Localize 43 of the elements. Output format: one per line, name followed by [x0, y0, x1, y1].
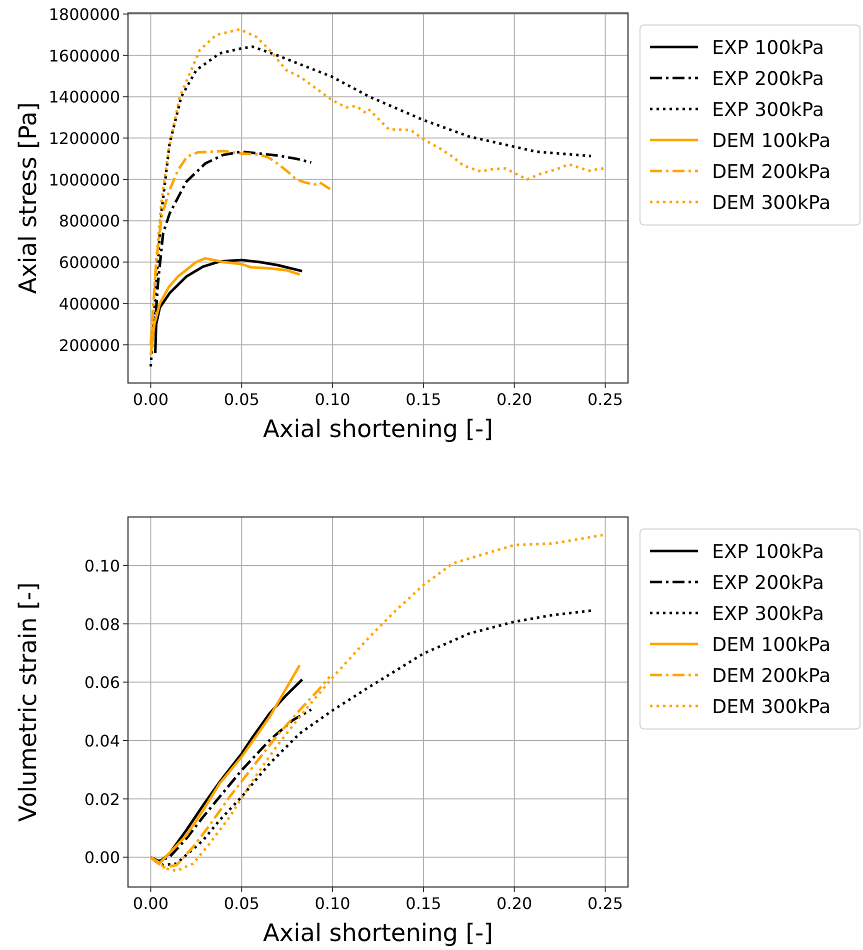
- y-tick-label: 0.08: [84, 614, 120, 634]
- x-tick-label: 0.15: [406, 894, 442, 913]
- legend-label: EXP 100kPa: [712, 541, 824, 563]
- legend-label: EXP 200kPa: [712, 572, 824, 594]
- x-tick-label: 0.25: [587, 390, 624, 409]
- legend-label: DEM 100kPa: [712, 130, 831, 152]
- y-tick-label: 0.10: [84, 556, 120, 576]
- x-axis-title: Axial shortening [-]: [262, 919, 494, 947]
- y-tick-label: 400000: [58, 294, 120, 314]
- y-tick-label: 0.00: [84, 848, 120, 868]
- legend-label: DEM 200kPa: [712, 161, 831, 183]
- y-axis-title: Volumetric strain [-]: [14, 582, 42, 822]
- legend-label: EXP 100kPa: [712, 37, 824, 59]
- y-tick-label: 0.06: [84, 673, 120, 692]
- x-tick-label: 0.05: [224, 390, 260, 409]
- legend-label: EXP 300kPa: [712, 99, 824, 121]
- y-tick-label: 1400000: [48, 88, 120, 107]
- x-tick-label: 0.10: [314, 894, 350, 913]
- x-tick-label: 0.00: [132, 894, 169, 913]
- y-tick-label: 0.04: [84, 732, 120, 751]
- x-tick-label: 0.00: [132, 390, 169, 409]
- x-tick-label: 0.05: [224, 894, 260, 913]
- x-axis-title: Axial shortening [-]: [262, 415, 494, 443]
- y-tick-label: 1200000: [48, 129, 120, 148]
- x-tick-label: 0.10: [314, 390, 350, 409]
- legend-label: DEM 300kPa: [712, 696, 831, 718]
- y-tick-label: 600000: [58, 253, 120, 272]
- y-tick-label: 1600000: [48, 46, 120, 66]
- y-tick-label: 1800000: [48, 5, 120, 24]
- x-tick-label: 0.20: [496, 390, 532, 409]
- y-tick-label: 0.02: [84, 790, 120, 809]
- y-axis-title: Axial stress [Pa]: [14, 102, 42, 294]
- legend-label: EXP 200kPa: [712, 68, 824, 90]
- x-tick-label: 0.15: [406, 390, 442, 409]
- legend-label: DEM 300kPa: [712, 192, 831, 214]
- y-tick-label: 800000: [58, 212, 120, 231]
- legend-label: EXP 300kPa: [712, 603, 824, 625]
- legend-label: DEM 200kPa: [712, 665, 831, 687]
- y-tick-label: 200000: [58, 336, 120, 355]
- y-tick-label: 1000000: [48, 170, 120, 190]
- x-tick-label: 0.20: [496, 894, 532, 913]
- x-tick-label: 0.25: [587, 894, 624, 913]
- legend-label: DEM 100kPa: [712, 634, 831, 656]
